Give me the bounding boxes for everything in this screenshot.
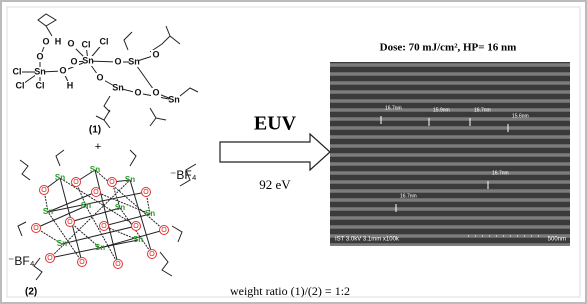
sn-label: Sn	[125, 175, 135, 184]
counterion: ⁻BF₄	[8, 254, 35, 268]
o-label: O	[101, 223, 107, 230]
atom-label: O	[70, 56, 77, 66]
o-label: O	[73, 179, 79, 186]
o-label: O	[143, 189, 149, 196]
atom-label: Cl	[100, 36, 109, 46]
arrow-label: EUV	[254, 113, 297, 135]
o-label: O	[47, 255, 53, 262]
atom-label: O	[36, 51, 43, 61]
o-label: O	[93, 189, 99, 196]
plus: +	[95, 141, 101, 153]
sn-label: Sn	[57, 239, 67, 248]
caption: weight ratio (1)/(2) = 1:2	[230, 284, 350, 298]
atom-label: Sn	[128, 56, 140, 66]
atom-label: O	[96, 72, 103, 82]
atom-label: Cl	[16, 80, 25, 90]
o-label: O	[79, 259, 85, 266]
sn-label: Sn	[115, 203, 125, 212]
o-label: O	[133, 223, 139, 230]
sn-label: Sn	[55, 173, 65, 182]
atom-label: H	[55, 36, 62, 46]
sem-info: IST 3.0kV 3.1mm x100k	[335, 237, 400, 243]
o-label: O	[33, 225, 39, 232]
atom-label: Cl	[13, 66, 22, 76]
atom-label: O	[67, 38, 74, 48]
atom-label: O	[134, 87, 141, 97]
atom-label: Cl	[82, 39, 91, 49]
sem-image	[330, 62, 570, 246]
o-label: O	[67, 219, 73, 226]
sem-scale: 500nm	[548, 237, 566, 243]
measure-label: 16.7nm	[474, 107, 491, 113]
o-label: O	[161, 227, 167, 234]
atom-label: Sn	[168, 94, 180, 104]
sn-label: Sn	[145, 209, 155, 218]
sn-label: Sn	[95, 243, 105, 252]
sn-label: Sn	[81, 201, 91, 210]
atom-label: Sn	[112, 82, 124, 92]
label-2: (2)	[25, 287, 37, 298]
atom-label: O	[152, 49, 159, 59]
figure: OHOClClOSnClSnOOSnOClClHSnOOOSnO OOOOOOO…	[0, 0, 587, 304]
measure-label: 15.6nm	[512, 113, 529, 119]
atom-label: O	[59, 65, 66, 75]
atom-label: O	[114, 56, 121, 66]
atom-label: Sn	[82, 55, 94, 65]
o-label: O	[109, 179, 115, 186]
sn-label: Sn	[133, 235, 143, 244]
atom-label: O	[152, 87, 159, 97]
measure-label: 15.9nm	[433, 107, 450, 113]
atom-label: O	[42, 36, 49, 46]
atom-label: Cl	[36, 80, 45, 90]
sn-label: Sn	[90, 165, 100, 174]
atom-label: Sn	[34, 66, 46, 76]
o-label: O	[149, 251, 155, 258]
o-label: O	[41, 187, 47, 194]
counterion: ⁻BF₄	[170, 168, 197, 182]
sn-label: Sn	[43, 207, 53, 216]
sem-title: Dose: 70 mJ/cm², HP= 16 nm	[380, 42, 517, 54]
o-label: O	[115, 261, 121, 268]
label-1: (1)	[89, 125, 101, 136]
measure-label: 16.7nm	[400, 193, 417, 199]
measure-label: 16.7nm	[385, 105, 402, 111]
energy-label: 92 eV	[259, 177, 291, 192]
atom-label: H	[67, 80, 74, 90]
measure-label: 16.7nm	[492, 170, 509, 176]
